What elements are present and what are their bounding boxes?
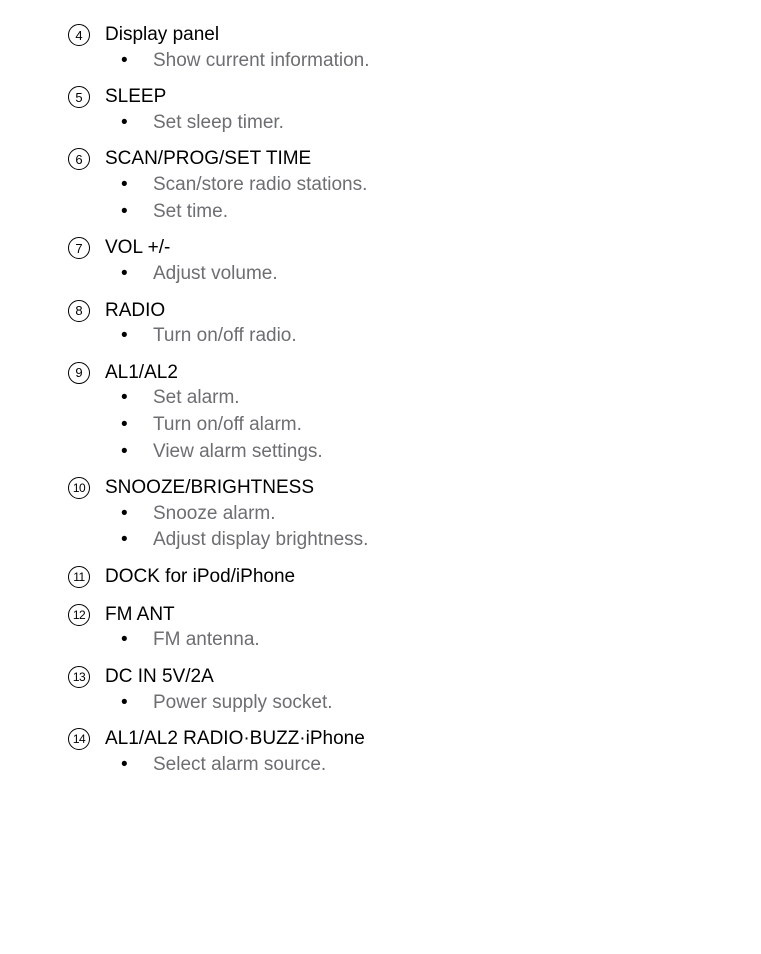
- list-item: 4 Display panelShow current information.: [68, 22, 761, 82]
- item-bullet-list: Show current information.: [105, 48, 761, 75]
- item-body: VOL +/-Adjust volume.: [105, 235, 761, 295]
- bullet-item: Adjust display brightness.: [105, 527, 761, 554]
- item-number-badge: 14: [68, 728, 90, 750]
- item-bullet-list: Scan/store radio stations.Set time.: [105, 172, 761, 225]
- item-bullet-list: Snooze alarm.Adjust display brightness.: [105, 501, 761, 554]
- bullet-item: FM antenna.: [105, 627, 761, 654]
- list-item: 9 AL1/AL2Set alarm.Turn on/off alarm.View…: [68, 360, 761, 473]
- item-title: Display panel: [105, 22, 761, 48]
- item-body: SCAN/PROG/SET TIMEScan/store radio stati…: [105, 146, 761, 233]
- item-body: Display panelShow current information.: [105, 22, 761, 82]
- item-number-badge: 12: [68, 604, 90, 626]
- bullet-item: View alarm settings.: [105, 439, 761, 466]
- item-bullet-list: Turn on/off radio.: [105, 323, 761, 350]
- list-item: 13 DC IN 5V/2APower supply socket.: [68, 664, 761, 724]
- item-body: DC IN 5V/2APower supply socket.: [105, 664, 761, 724]
- item-number-badge: 4: [68, 24, 90, 46]
- item-body: SLEEPSet sleep timer.: [105, 84, 761, 144]
- item-bullet-list: Power supply socket.: [105, 690, 761, 717]
- bullet-item: Adjust volume.: [105, 261, 761, 288]
- item-title: SCAN/PROG/SET TIME: [105, 146, 761, 172]
- bullet-item: Power supply socket.: [105, 690, 761, 717]
- item-number-badge: 10: [68, 477, 90, 499]
- list-item: 7 VOL +/-Adjust volume.: [68, 235, 761, 295]
- item-body: DOCK for iPod/iPhone: [105, 564, 761, 600]
- item-title: RADIO: [105, 298, 761, 324]
- bullet-item: Snooze alarm.: [105, 501, 761, 528]
- item-title: DOCK for iPod/iPhone: [105, 564, 761, 590]
- item-body: SNOOZE/BRIGHTNESSSnooze alarm.Adjust dis…: [105, 475, 761, 562]
- item-title: AL1/AL2: [105, 360, 761, 386]
- item-title: SNOOZE/BRIGHTNESS: [105, 475, 761, 501]
- list-item: 11 DOCK for iPod/iPhone: [68, 564, 761, 600]
- bullet-item: Scan/store radio stations.: [105, 172, 761, 199]
- numbered-feature-list: 4Display panelShow current information.5…: [68, 22, 761, 786]
- item-number-badge: 11: [68, 566, 90, 588]
- item-bullet-list: Adjust volume.: [105, 261, 761, 288]
- item-title: SLEEP: [105, 84, 761, 110]
- item-number-badge: 9: [68, 362, 90, 384]
- item-number-badge: 5: [68, 86, 90, 108]
- item-body: AL1/AL2Set alarm.Turn on/off alarm.View …: [105, 360, 761, 473]
- item-number-badge: 7: [68, 237, 90, 259]
- bullet-item: Turn on/off alarm.: [105, 412, 761, 439]
- list-item: 8 RADIOTurn on/off radio.: [68, 298, 761, 358]
- item-title: VOL +/-: [105, 235, 761, 261]
- item-title: DC IN 5V/2A: [105, 664, 761, 690]
- item-title: FM ANT: [105, 602, 761, 628]
- item-number-badge: 13: [68, 666, 90, 688]
- list-item: 12 FM ANTFM antenna.: [68, 602, 761, 662]
- list-item: 14 AL1/AL2 RADIO·BUZZ·iPhoneSelect alarm …: [68, 726, 761, 786]
- item-body: FM ANTFM antenna.: [105, 602, 761, 662]
- item-bullet-list: Set alarm.Turn on/off alarm.View alarm s…: [105, 385, 761, 465]
- item-bullet-list: FM antenna.: [105, 627, 761, 654]
- bullet-item: Show current information.: [105, 48, 761, 75]
- bullet-item: Set time.: [105, 199, 761, 226]
- item-bullet-list: Set sleep timer.: [105, 110, 761, 137]
- bullet-item: Set alarm.: [105, 385, 761, 412]
- item-body: AL1/AL2 RADIO·BUZZ·iPhoneSelect alarm so…: [105, 726, 761, 786]
- item-number-badge: 6: [68, 148, 90, 170]
- bullet-item: Turn on/off radio.: [105, 323, 761, 350]
- bullet-item: Set sleep timer.: [105, 110, 761, 137]
- list-item: 10 SNOOZE/BRIGHTNESSSnooze alarm.Adjust d…: [68, 475, 761, 562]
- item-bullet-list: Select alarm source.: [105, 752, 761, 779]
- item-title: AL1/AL2 RADIO·BUZZ·iPhone: [105, 726, 761, 752]
- list-item: 5 SLEEPSet sleep timer.: [68, 84, 761, 144]
- item-body: RADIOTurn on/off radio.: [105, 298, 761, 358]
- bullet-item: Select alarm source.: [105, 752, 761, 779]
- item-number-badge: 8: [68, 300, 90, 322]
- list-item: 6 SCAN/PROG/SET TIMEScan/store radio stat…: [68, 146, 761, 233]
